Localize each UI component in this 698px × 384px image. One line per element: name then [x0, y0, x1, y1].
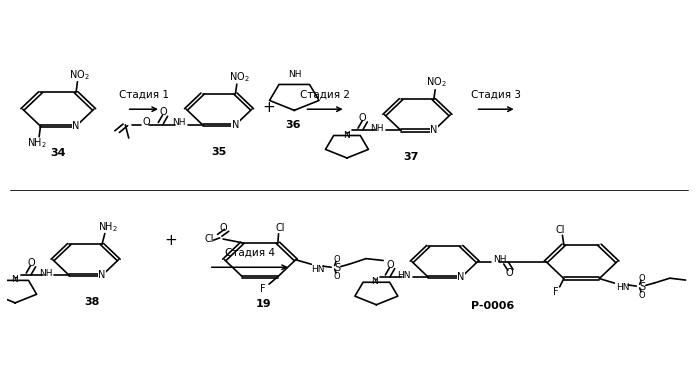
Text: O: O — [159, 108, 167, 118]
Text: N: N — [98, 270, 106, 280]
Text: N: N — [232, 120, 239, 130]
Text: 35: 35 — [211, 147, 227, 157]
Text: N: N — [343, 131, 350, 139]
Text: Cl: Cl — [275, 223, 285, 233]
Text: F: F — [260, 284, 266, 294]
Text: 36: 36 — [285, 121, 301, 131]
Text: O: O — [505, 268, 513, 278]
Text: Стадия 4: Стадия 4 — [225, 247, 275, 257]
Text: P-0006: P-0006 — [471, 301, 514, 311]
Text: NH: NH — [493, 255, 506, 264]
Text: O: O — [639, 291, 645, 300]
Text: N: N — [11, 275, 18, 285]
Text: NH$_2$: NH$_2$ — [27, 136, 47, 150]
Text: +: + — [262, 100, 275, 115]
Text: O: O — [334, 255, 340, 264]
Text: HN: HN — [397, 271, 410, 280]
Text: N: N — [371, 277, 378, 286]
Text: F: F — [553, 287, 558, 297]
Text: O: O — [219, 223, 227, 233]
Text: 37: 37 — [403, 152, 418, 162]
Text: O: O — [142, 117, 149, 127]
Text: NO$_2$: NO$_2$ — [69, 68, 90, 82]
Text: O: O — [386, 260, 394, 270]
Text: 34: 34 — [50, 148, 66, 158]
Text: Cl: Cl — [205, 234, 214, 244]
Text: NH: NH — [371, 124, 384, 133]
Text: Стадия 2: Стадия 2 — [300, 89, 350, 99]
Text: NO$_2$: NO$_2$ — [228, 70, 249, 84]
Text: 19: 19 — [255, 299, 272, 309]
Text: Cl: Cl — [556, 225, 565, 235]
Text: NH: NH — [172, 119, 186, 127]
Text: HN: HN — [616, 283, 630, 293]
Text: Стадия 3: Стадия 3 — [471, 89, 521, 99]
Text: S: S — [334, 263, 341, 273]
Text: 38: 38 — [84, 297, 101, 307]
Text: NH: NH — [38, 269, 52, 278]
Text: N: N — [457, 272, 465, 282]
Text: S: S — [639, 282, 646, 292]
Text: N: N — [430, 126, 438, 136]
Text: N: N — [73, 121, 80, 131]
Text: NH$_2$: NH$_2$ — [98, 220, 117, 234]
Text: Стадия 1: Стадия 1 — [119, 89, 169, 99]
Text: O: O — [359, 113, 366, 123]
Text: O: O — [27, 258, 35, 268]
Text: NO$_2$: NO$_2$ — [426, 75, 447, 89]
Text: NH: NH — [288, 71, 302, 79]
Text: O: O — [639, 274, 645, 283]
Text: O: O — [334, 272, 340, 281]
Text: HN: HN — [311, 265, 325, 274]
Text: +: + — [165, 233, 177, 248]
